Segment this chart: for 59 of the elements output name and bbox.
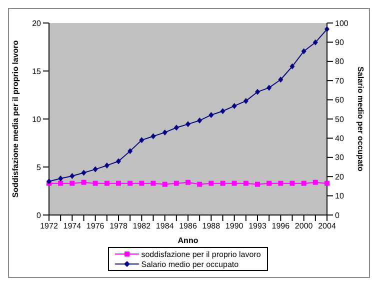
point bbox=[255, 88, 260, 95]
x-tick-label: 1990 bbox=[225, 222, 244, 231]
y2-axis-title: Salario medio per occupato bbox=[356, 66, 366, 172]
point bbox=[197, 118, 202, 124]
point bbox=[58, 176, 64, 182]
y2-tick-label: 10 bbox=[335, 192, 344, 201]
point bbox=[139, 137, 144, 144]
y2-tick-label: 70 bbox=[335, 76, 344, 86]
y-tick-label: 10 bbox=[32, 114, 42, 124]
legend-label: Salario medio per occupato bbox=[141, 260, 239, 268]
y2-tick-label: 30 bbox=[335, 153, 344, 162]
point bbox=[290, 63, 295, 70]
x-tick-label: 2004 bbox=[318, 222, 336, 231]
point bbox=[243, 98, 248, 104]
point bbox=[266, 84, 272, 91]
x-tick-label: 1988 bbox=[202, 222, 221, 231]
point bbox=[128, 148, 133, 154]
x-tick-label: 1996 bbox=[272, 222, 290, 231]
y-axis-title: Soddisfazione media per il proprio lavoro bbox=[10, 40, 20, 198]
point bbox=[186, 121, 190, 128]
point bbox=[278, 76, 284, 83]
point bbox=[70, 173, 75, 180]
legend-label: soddisfazione per il proprio lavoro bbox=[141, 250, 261, 258]
x-tick-label: 1986 bbox=[179, 222, 198, 231]
x-tick-label: 2000 bbox=[294, 222, 314, 231]
y2-tick-label: 0 bbox=[335, 210, 340, 220]
y2-tick-label: 20 bbox=[335, 172, 344, 182]
y2-tick-label: 60 bbox=[335, 96, 344, 105]
point bbox=[312, 39, 318, 46]
point bbox=[46, 178, 52, 184]
y-tick-label: 15 bbox=[32, 66, 42, 76]
point bbox=[81, 170, 86, 176]
y2-tick-label: 40 bbox=[335, 134, 344, 144]
x-axis-title: Anno bbox=[178, 236, 198, 245]
x-tick-label: 1993 bbox=[248, 222, 267, 231]
y2-tick-label: 90 bbox=[335, 38, 344, 48]
point bbox=[116, 158, 121, 164]
point bbox=[301, 48, 306, 54]
point bbox=[92, 166, 98, 172]
point bbox=[150, 133, 156, 140]
y-tick-label: 5 bbox=[36, 162, 42, 172]
point bbox=[162, 129, 168, 136]
point bbox=[208, 112, 214, 118]
y-tick-label: 20 bbox=[32, 18, 42, 28]
x-tick-label: 1978 bbox=[110, 222, 128, 231]
point bbox=[324, 26, 330, 32]
x-tick-label: 1972 bbox=[40, 222, 58, 231]
y2-tick-label: 80 bbox=[335, 57, 344, 66]
point bbox=[174, 124, 179, 131]
x-tick-label: 1984 bbox=[156, 222, 174, 231]
y2-tick-label: 50 bbox=[335, 114, 344, 124]
x-tick-label: 1974 bbox=[63, 222, 82, 231]
point bbox=[104, 162, 110, 168]
point bbox=[232, 102, 237, 109]
y2-tick-label: 100 bbox=[335, 18, 349, 28]
x-tick-label: 1982 bbox=[132, 222, 152, 231]
point bbox=[220, 108, 226, 114]
y-tick-label: 0 bbox=[36, 210, 42, 220]
x-tick-label: 1976 bbox=[86, 222, 105, 231]
